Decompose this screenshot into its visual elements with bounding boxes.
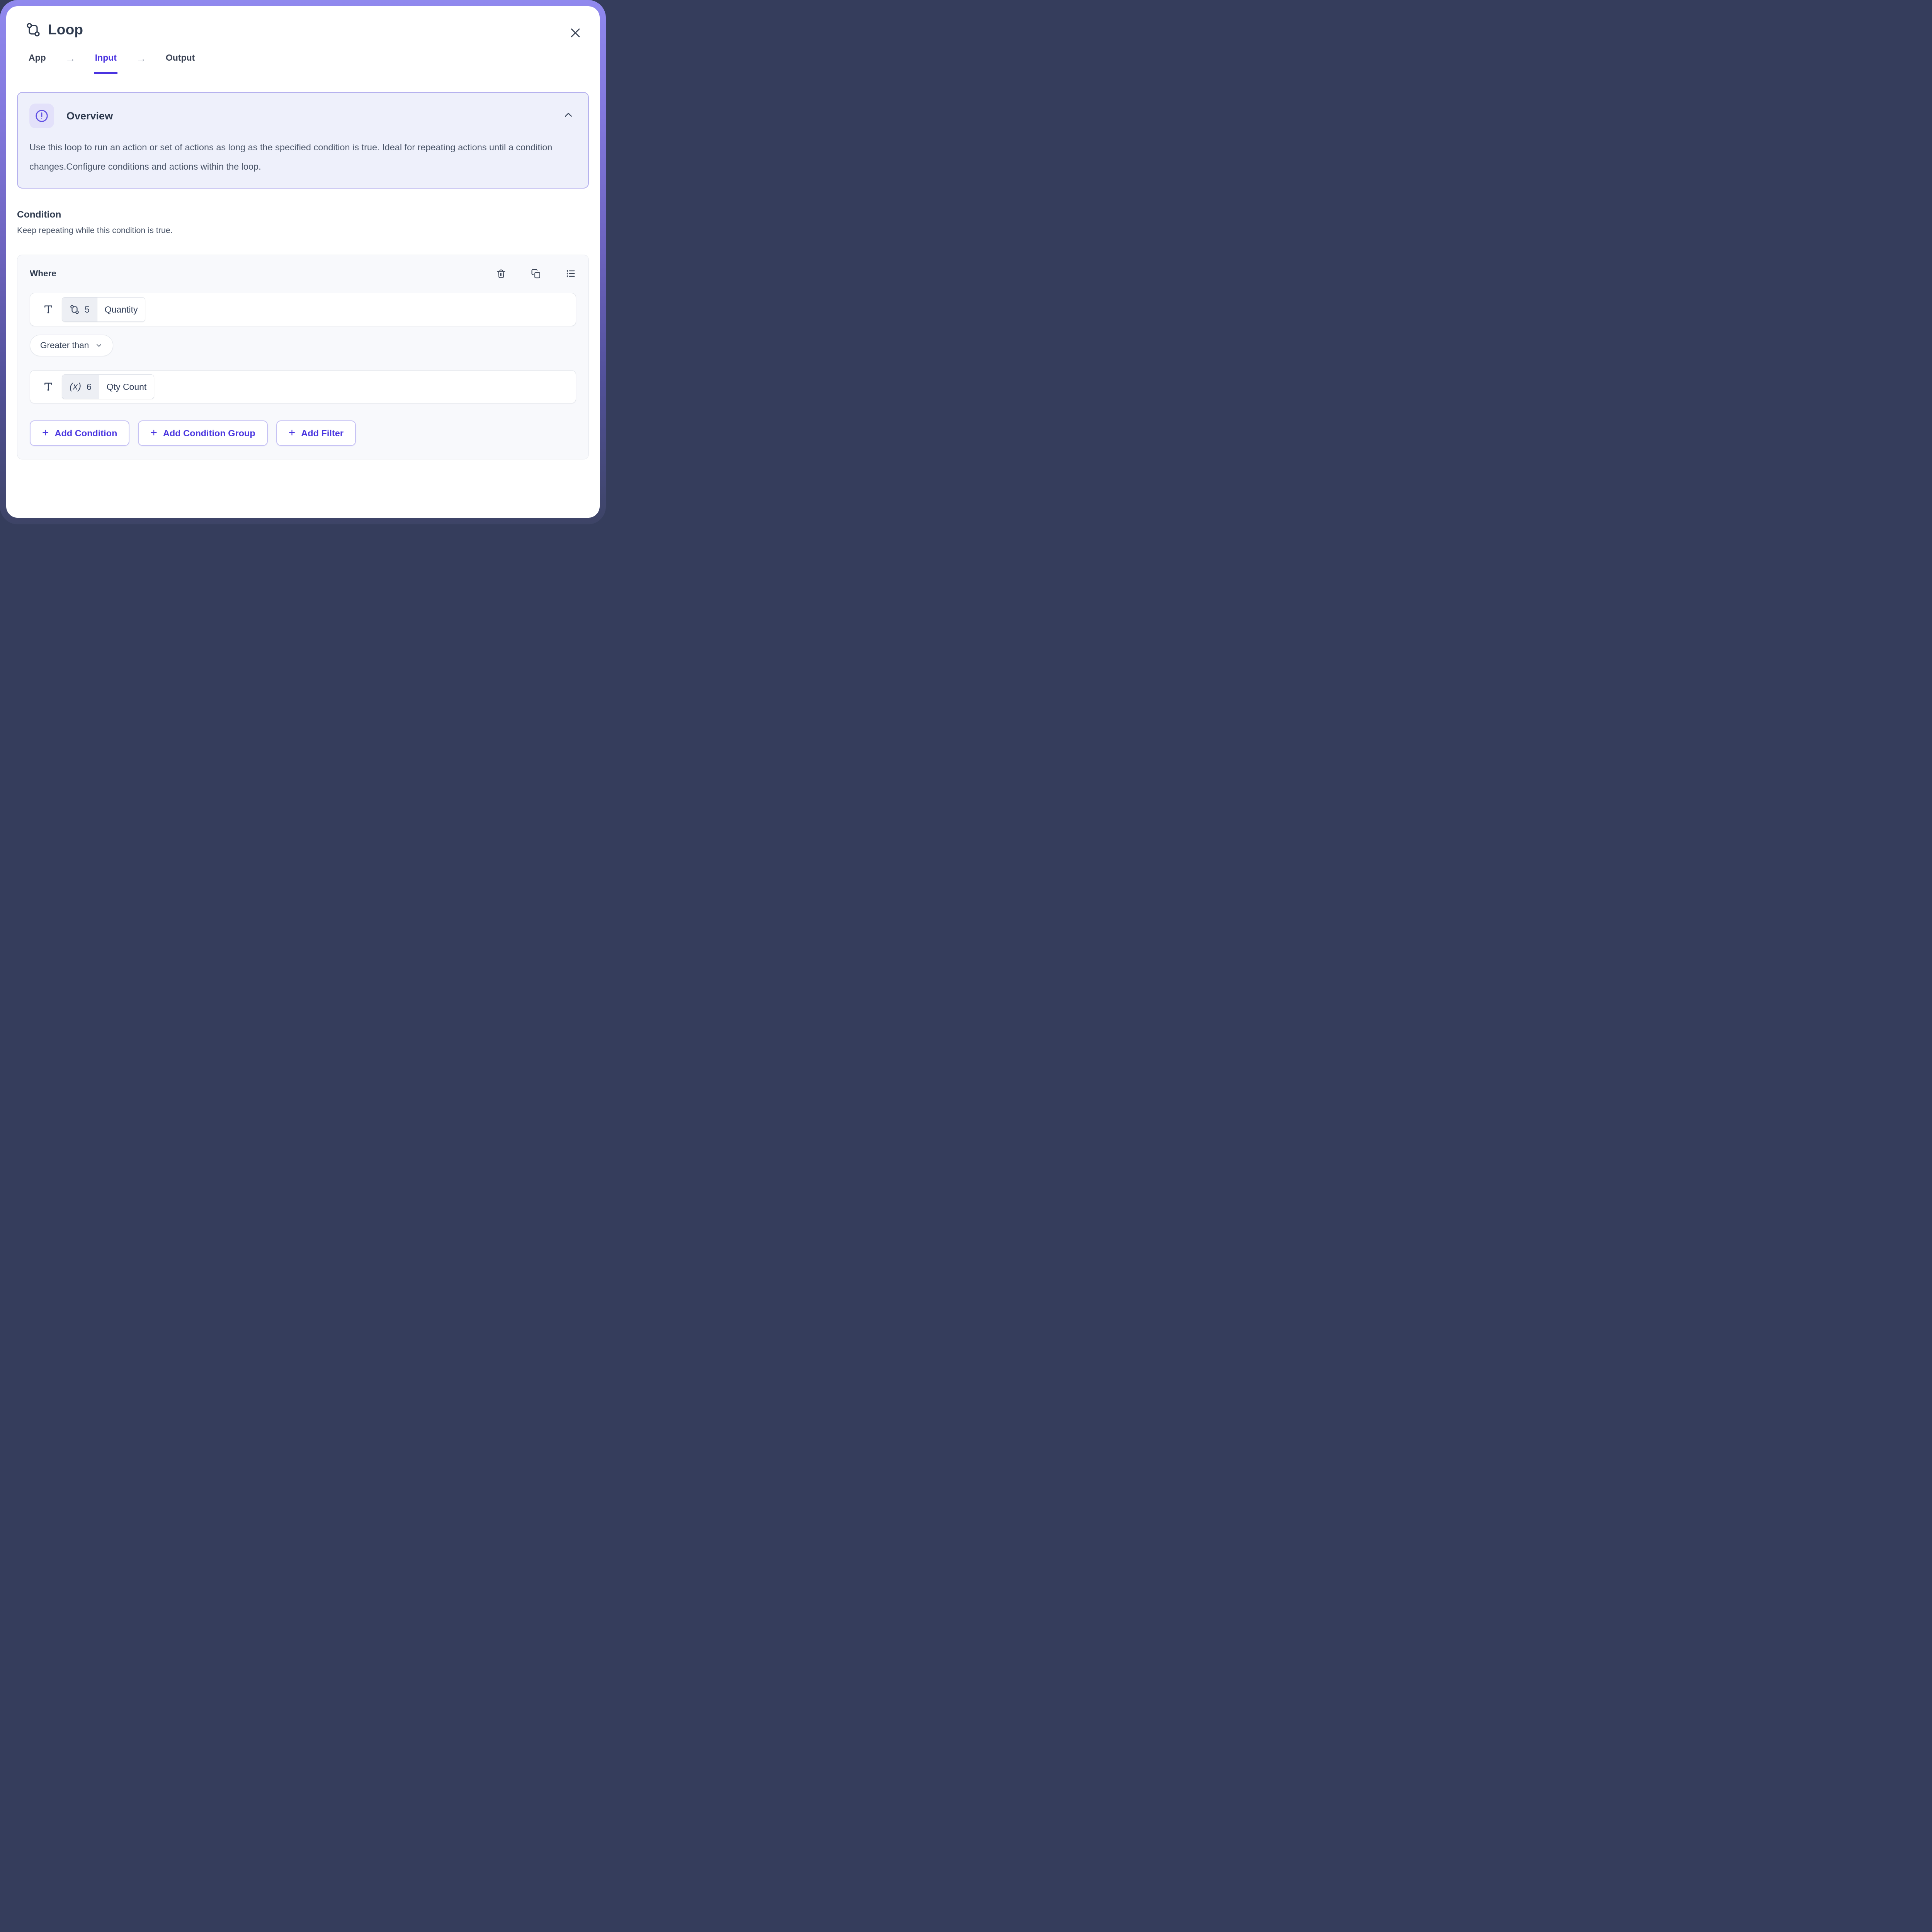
where-label: Where — [30, 269, 56, 278]
overview-collapse-button[interactable] — [563, 109, 574, 121]
condition-heading: Condition — [17, 209, 61, 220]
overview-description: Use this loop to run an action or set of… — [29, 142, 553, 172]
tab-arrow-icon: → — [136, 53, 146, 64]
list-icon — [566, 270, 575, 277]
duplicate-condition-button[interactable] — [531, 268, 541, 279]
page-title: Loop — [48, 22, 83, 37]
plus-icon: + — [288, 426, 296, 439]
overview-header: Overview — [29, 104, 577, 128]
title-row: Loop — [17, 22, 589, 38]
dialog-header: Loop App → Input → Output — [6, 6, 600, 74]
delete-condition-button[interactable] — [496, 268, 507, 279]
add-filter-label: Add Filter — [301, 428, 344, 438]
chip-field-label: Qty Count — [99, 375, 154, 399]
chip-step-number: 6 — [86, 381, 92, 392]
plus-icon: + — [42, 426, 49, 439]
chip-field-label: Quantity — [97, 298, 145, 321]
loop-dialog: Loop App → Input → Output — [6, 6, 600, 518]
chevron-up-icon — [565, 113, 572, 117]
loop-icon — [27, 23, 40, 37]
condition-actions: + Add Condition + Add Condition Group + … — [30, 420, 576, 446]
copy-icon — [531, 269, 540, 279]
text-type-icon — [44, 305, 52, 313]
reorder-list-button[interactable] — [565, 268, 576, 279]
plus-icon: + — [150, 426, 157, 439]
tab-input[interactable]: Input — [94, 53, 117, 74]
chip-source-segment: (x) 6 — [62, 375, 99, 399]
condition-group-panel: Where — [17, 255, 589, 459]
overview-icon-badge — [29, 104, 54, 128]
operator-dropdown[interactable]: Greater than — [30, 335, 114, 356]
overview-title: Overview — [66, 110, 113, 122]
chip-source-segment: 5 — [62, 298, 97, 321]
add-condition-group-button[interactable]: + Add Condition Group — [138, 420, 268, 446]
close-icon — [571, 28, 580, 37]
text-type-icon — [44, 383, 52, 391]
left-operand-field[interactable]: 5 Quantity — [30, 293, 576, 326]
variable-chip-qty-count[interactable]: (x) 6 Qty Count — [62, 374, 155, 399]
chevron-down-icon — [97, 344, 102, 347]
where-toolbar — [496, 268, 576, 279]
add-condition-button[interactable]: + Add Condition — [30, 420, 130, 446]
chip-step-number: 5 — [85, 304, 90, 315]
tab-arrow-icon: → — [65, 53, 76, 64]
tab-output[interactable]: Output — [165, 53, 196, 74]
close-button[interactable] — [569, 26, 582, 39]
add-filter-button[interactable]: + Add Filter — [276, 420, 356, 446]
dialog-body: Overview Use this loop to run an action … — [6, 92, 600, 459]
condition-subtitle: Keep repeating while this condition is t… — [17, 226, 173, 235]
loop-icon — [70, 305, 79, 314]
tab-app[interactable]: App — [28, 53, 47, 74]
add-condition-group-label: Add Condition Group — [163, 428, 255, 438]
tab-bar: App → Input → Output — [17, 53, 589, 74]
formula-icon: (x) — [70, 381, 82, 392]
overview-card: Overview Use this loop to run an action … — [17, 92, 589, 189]
variable-chip-quantity[interactable]: 5 Quantity — [62, 297, 146, 322]
alert-circle-icon — [36, 110, 48, 122]
operator-value: Greater than — [40, 340, 89, 350]
add-condition-label: Add Condition — [54, 428, 117, 438]
right-operand-field[interactable]: (x) 6 Qty Count — [30, 370, 576, 403]
trash-icon — [497, 269, 505, 278]
where-header: Where — [30, 268, 576, 279]
